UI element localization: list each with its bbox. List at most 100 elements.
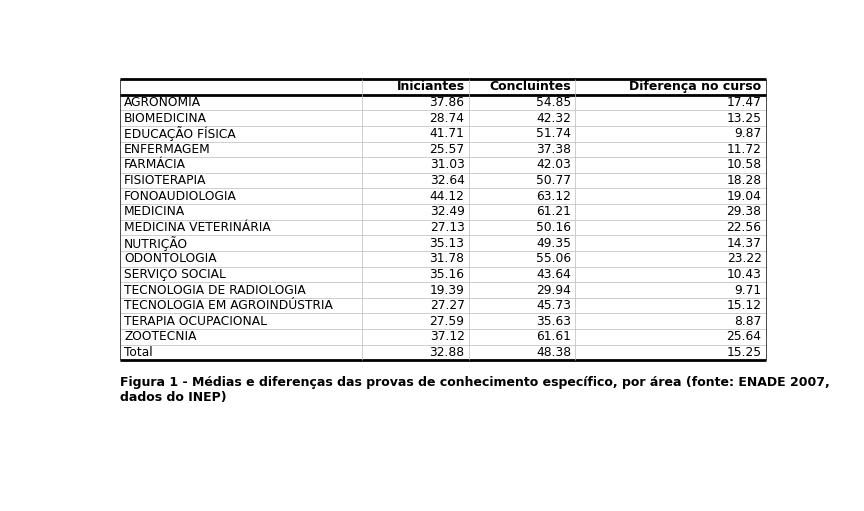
Text: 35.13: 35.13 — [429, 237, 465, 250]
Bar — [575, 79, 766, 95]
Bar — [362, 142, 468, 157]
Bar — [468, 126, 575, 142]
Bar — [120, 95, 362, 110]
Text: 9.71: 9.71 — [734, 284, 761, 296]
Bar — [575, 126, 766, 142]
Bar — [468, 204, 575, 220]
Text: 42.03: 42.03 — [537, 158, 571, 172]
Bar — [362, 282, 468, 298]
Text: Iniciantes: Iniciantes — [397, 80, 465, 94]
Bar — [575, 204, 766, 220]
Text: 32.49: 32.49 — [429, 205, 465, 218]
Text: 23.22: 23.22 — [727, 252, 761, 265]
Bar — [362, 173, 468, 189]
Bar — [362, 329, 468, 345]
Text: 18.28: 18.28 — [727, 174, 761, 187]
Text: 41.71: 41.71 — [429, 127, 465, 140]
Bar — [468, 189, 575, 204]
Text: 10.58: 10.58 — [727, 158, 761, 172]
Bar — [575, 95, 766, 110]
Text: 17.47: 17.47 — [727, 96, 761, 109]
Bar — [575, 282, 766, 298]
Bar — [120, 282, 362, 298]
Text: TECNOLOGIA EM AGROINDÚSTRIA: TECNOLOGIA EM AGROINDÚSTRIA — [124, 299, 333, 312]
Text: Concluintes: Concluintes — [490, 80, 571, 94]
Text: Total: Total — [124, 346, 153, 359]
Text: 42.32: 42.32 — [537, 111, 571, 125]
Text: 61.21: 61.21 — [537, 205, 571, 218]
Text: 43.64: 43.64 — [537, 268, 571, 281]
Bar — [468, 110, 575, 126]
Text: 25.64: 25.64 — [727, 331, 761, 343]
Bar — [362, 251, 468, 267]
Text: 55.06: 55.06 — [536, 252, 571, 265]
Bar — [120, 204, 362, 220]
Bar — [575, 220, 766, 236]
Bar — [575, 157, 766, 173]
Bar — [575, 329, 766, 345]
Text: 27.13: 27.13 — [429, 221, 465, 234]
Bar — [362, 126, 468, 142]
Text: 19.04: 19.04 — [727, 190, 761, 203]
Text: 22.56: 22.56 — [727, 221, 761, 234]
Bar — [120, 142, 362, 157]
Text: 50.77: 50.77 — [536, 174, 571, 187]
Bar — [120, 329, 362, 345]
Bar — [362, 236, 468, 251]
Text: 31.03: 31.03 — [429, 158, 465, 172]
Bar — [468, 251, 575, 267]
Text: 61.61: 61.61 — [537, 331, 571, 343]
Text: ZOOTECNIA: ZOOTECNIA — [124, 331, 197, 343]
Text: Figura 1 - Médias e diferenças das provas de conhecimento específico, por área (: Figura 1 - Médias e diferenças das prova… — [120, 376, 829, 404]
Text: 37.12: 37.12 — [429, 331, 465, 343]
Text: 29.94: 29.94 — [537, 284, 571, 296]
Bar — [120, 220, 362, 236]
Bar — [575, 313, 766, 329]
Bar — [575, 236, 766, 251]
Bar — [362, 345, 468, 360]
Text: 14.37: 14.37 — [727, 237, 761, 250]
Bar — [575, 345, 766, 360]
Bar — [120, 110, 362, 126]
Bar — [575, 110, 766, 126]
Text: FISIOTERAPIA: FISIOTERAPIA — [124, 174, 206, 187]
Bar — [120, 298, 362, 313]
Bar — [362, 313, 468, 329]
Bar — [575, 251, 766, 267]
Bar — [120, 236, 362, 251]
Text: ODONTOLOGIA: ODONTOLOGIA — [124, 252, 217, 265]
Text: 32.88: 32.88 — [429, 346, 465, 359]
Text: 29.38: 29.38 — [727, 205, 761, 218]
Text: 19.39: 19.39 — [429, 284, 465, 296]
Text: TERAPIA OCUPACIONAL: TERAPIA OCUPACIONAL — [124, 315, 267, 328]
Text: NUTRIÇÃO: NUTRIÇÃO — [124, 236, 188, 250]
Text: 44.12: 44.12 — [429, 190, 465, 203]
Text: 28.74: 28.74 — [429, 111, 465, 125]
Bar — [120, 126, 362, 142]
Bar — [468, 79, 575, 95]
Bar — [468, 329, 575, 345]
Bar — [362, 79, 468, 95]
Text: 10.43: 10.43 — [727, 268, 761, 281]
Text: 37.86: 37.86 — [429, 96, 465, 109]
Text: ENFERMAGEM: ENFERMAGEM — [124, 143, 211, 156]
Text: 37.38: 37.38 — [536, 143, 571, 156]
Bar — [362, 157, 468, 173]
Bar — [120, 157, 362, 173]
Text: 15.25: 15.25 — [727, 346, 761, 359]
Bar — [468, 142, 575, 157]
Bar — [120, 251, 362, 267]
Bar — [468, 173, 575, 189]
Text: 27.27: 27.27 — [429, 299, 465, 312]
Text: 35.63: 35.63 — [536, 315, 571, 328]
Text: 11.72: 11.72 — [727, 143, 761, 156]
Bar — [120, 79, 362, 95]
Bar — [468, 95, 575, 110]
Text: 32.64: 32.64 — [429, 174, 465, 187]
Text: TECNOLOGIA DE RADIOLOGIA: TECNOLOGIA DE RADIOLOGIA — [124, 284, 306, 296]
Bar — [468, 313, 575, 329]
Text: 50.16: 50.16 — [536, 221, 571, 234]
Text: MEDICINA VETERINÁRIA: MEDICINA VETERINÁRIA — [124, 221, 270, 234]
Text: EDUCAÇÃO FÍSICA: EDUCAÇÃO FÍSICA — [124, 126, 236, 141]
Text: FARMÁCIA: FARMÁCIA — [124, 158, 186, 172]
